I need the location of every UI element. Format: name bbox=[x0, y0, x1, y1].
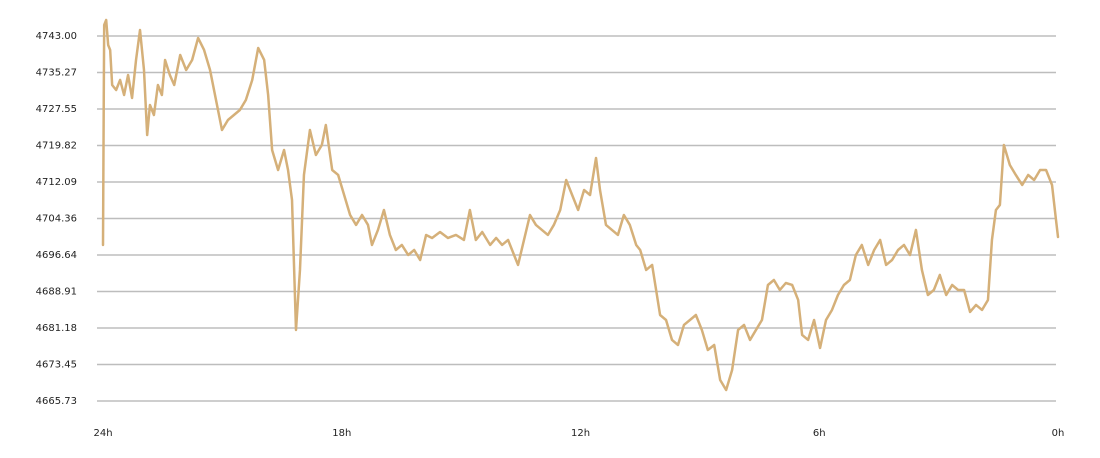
y-tick-label: 4743.00 bbox=[36, 31, 77, 42]
x-tick-label: 18h bbox=[332, 428, 351, 439]
y-tick-label: 4727.55 bbox=[36, 104, 77, 115]
y-tick-label: 4735.27 bbox=[36, 68, 77, 79]
y-tick-label: 4704.36 bbox=[36, 214, 77, 225]
y-tick-label: 4681.18 bbox=[36, 323, 77, 334]
price-line bbox=[101, 18, 1060, 392]
y-tick-label: 4696.64 bbox=[36, 250, 77, 261]
y-tick-label: 4665.73 bbox=[36, 396, 77, 407]
x-tick-label: 24h bbox=[93, 428, 112, 439]
y-tick-label: 4719.82 bbox=[36, 140, 77, 151]
y-tick-label: 4688.91 bbox=[36, 287, 77, 298]
x-tick-label: 0h bbox=[1052, 428, 1065, 439]
x-tick-label: 6h bbox=[813, 428, 826, 439]
y-tick-label: 4673.45 bbox=[36, 360, 77, 371]
y-tick-label: 4712.09 bbox=[36, 177, 77, 188]
x-tick-label: 12h bbox=[571, 428, 590, 439]
